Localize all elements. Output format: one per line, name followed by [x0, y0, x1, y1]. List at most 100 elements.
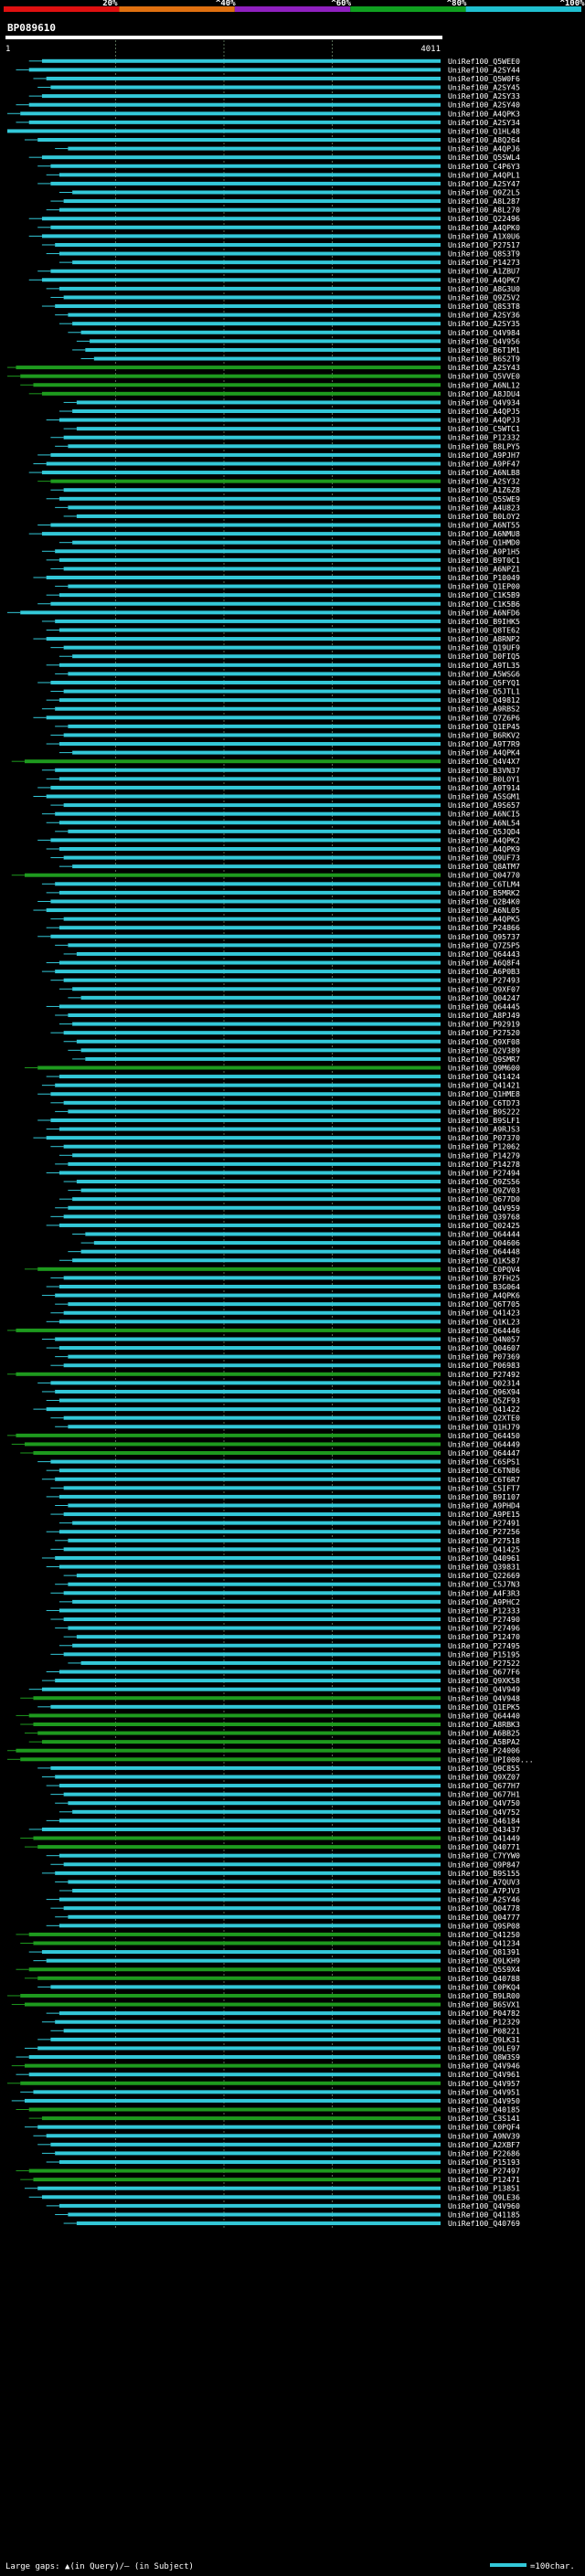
hit-bar: [50, 452, 441, 457]
hit-bar: [58, 173, 441, 177]
hit-label: UniRef100_Q4V959: [448, 1203, 520, 1213]
hit-row: UniRef100_B9IHK5: [41, 617, 520, 626]
hit-bar: [50, 934, 441, 938]
hit-bar: [55, 2019, 441, 2024]
hit-bar: [72, 750, 441, 755]
hit-bar: [63, 855, 441, 860]
hit-bar: [58, 1468, 441, 1473]
hit-bar: [58, 1924, 441, 1928]
hit-row: UniRef100_Q39831: [46, 1563, 520, 1572]
hit-row: UniRef100_Q5VVE0: [7, 372, 520, 381]
hit-bar: [68, 672, 441, 676]
hit-row: UniRef100_Q4V752: [58, 1807, 520, 1817]
hit-row: UniRef100_P27256: [46, 1527, 520, 1536]
hit-bar: [41, 1687, 441, 1691]
hit-bar: [55, 2151, 441, 2156]
hit-bar: [50, 2037, 441, 2041]
hit-bar: [76, 1039, 441, 1044]
hit-row: UniRef100_P24006: [7, 1746, 520, 1755]
hit-row: UniRef100_Q96X94: [41, 1387, 520, 1396]
hit-label: UniRef100_Q39831: [448, 1563, 520, 1572]
hit-label: UniRef100_A8RNP2: [448, 634, 520, 643]
hit-row: UniRef100_Q46184: [46, 1816, 520, 1825]
hit-row: UniRef100_A9PE15: [50, 1510, 520, 1519]
hit-bar: [68, 1109, 441, 1114]
hit-bar: [63, 567, 441, 571]
hit-label: UniRef100_A2SY35: [448, 319, 520, 328]
hit-label: UniRef100_P07369: [448, 1352, 520, 1362]
hit-label: UniRef100_P06983: [448, 1361, 520, 1370]
hit-row: UniRef100_B0LOY1: [46, 774, 520, 783]
hit-bar: [46, 1136, 441, 1140]
hit-bar: [72, 408, 441, 413]
hit-label: UniRef100_A4QPK3: [448, 109, 520, 118]
hit-row: UniRef100_A8L270: [46, 206, 520, 215]
hit-bar: [58, 846, 441, 851]
hit-label: UniRef100_Q9LE36: [448, 2192, 520, 2201]
hit-label: UniRef100_A8PJ49: [448, 1011, 520, 1020]
hit-label: UniRef100_Q9XZ07: [448, 1772, 520, 1781]
hit-row: UniRef100_P27495: [58, 1641, 520, 1650]
hit-row: UniRef100_A6Q8F4: [46, 959, 520, 968]
hit-label: UniRef100_A2SY34: [448, 118, 520, 127]
hit-label: UniRef100_Q4V750: [448, 1798, 520, 1807]
hit-row: UniRef100_C5J7N3: [55, 1580, 520, 1589]
hit-row: UniRef100_Q7Z5P5: [55, 940, 520, 949]
hit-bar: [63, 2029, 441, 2033]
hit-bar: [63, 1591, 441, 1595]
hit-bar: [24, 2098, 441, 2103]
hit-row: UniRef100_B6RKV2: [50, 730, 520, 739]
hit-bar: [33, 1941, 441, 1945]
hit-label: UniRef100_B9S155: [448, 1869, 520, 1878]
hit-bar: [68, 444, 441, 449]
hit-row: UniRef100_Q9XF08: [63, 1037, 520, 1046]
hit-bar: [37, 138, 441, 143]
hit-label: UniRef100_C0PQF4: [448, 2123, 520, 2132]
hit-label: UniRef100_Q04607: [448, 1343, 520, 1352]
hit-label: UniRef100_P27496: [448, 1624, 520, 1633]
hit-bar: [37, 1731, 441, 1735]
hit-row: UniRef100_Q4V959: [55, 1203, 520, 1213]
hit-row: UniRef100_Q9SMR7: [72, 1055, 520, 1064]
hit-row: UniRef100_Q8S3T8: [41, 302, 520, 311]
hit-label: UniRef100_P27522: [448, 1659, 520, 1668]
hit-label: UniRef100_Q4V934: [448, 398, 520, 407]
hit-bar: [58, 1398, 441, 1403]
hit-label: UniRef100_A2SY45: [448, 83, 520, 92]
hit-bar: [90, 339, 441, 344]
hit-row: UniRef100_Q4V946: [11, 2062, 520, 2071]
hit-label: UniRef100_A8Q264: [448, 135, 520, 144]
hit-row: UniRef100_Q41449: [20, 1834, 520, 1843]
hit-label: UniRef100_Q677H1: [448, 1790, 520, 1799]
hit-bar: [46, 1407, 441, 1412]
hit-label: UniRef100_Q64449: [448, 1439, 520, 1448]
hit-label: UniRef100_A9PE15: [448, 1510, 520, 1519]
hit-bar: [50, 1092, 441, 1097]
hit-label: UniRef100_P12329: [448, 2018, 520, 2027]
hit-row: UniRef100_Q1HME8: [37, 1089, 520, 1098]
hit-bar: [63, 1792, 441, 1797]
hit-label: UniRef100_A2SY44: [448, 65, 520, 74]
hit-label: UniRef100_Q2V389: [448, 1045, 520, 1055]
hit-label: UniRef100_A4QPJ6: [448, 144, 520, 154]
hit-bar: [50, 899, 441, 904]
hit-row: UniRef100_A4QPK9: [46, 844, 520, 853]
hit-label: UniRef100_P15193: [448, 2157, 520, 2167]
hit-bar: [55, 1555, 441, 1560]
hit-bar: [76, 2221, 441, 2226]
hit-bar: [80, 995, 441, 1000]
hit-label: UniRef100_P15195: [448, 1649, 520, 1659]
hit-bar: [41, 391, 441, 396]
hit-row: UniRef100_A6NT55: [37, 521, 520, 530]
hit-label: UniRef100_A2SY40: [448, 101, 520, 110]
hit-label: UniRef100_A2SY46: [448, 1895, 520, 1904]
hit-row: UniRef100_Q22669: [63, 1571, 520, 1580]
hit-bar: [58, 960, 441, 965]
hit-row: UniRef100_P27494: [46, 1168, 520, 1177]
hit-bar: [76, 1635, 441, 1639]
hit-row: UniRef100_C6T6R7: [41, 1475, 520, 1484]
hit-label: UniRef100_C6T6R7: [448, 1475, 520, 1484]
hit-label: UniRef100_Q5VVE0: [448, 372, 520, 381]
hit-bar: [63, 689, 441, 694]
hit-label: UniRef100_A6NPZ1: [448, 564, 520, 573]
